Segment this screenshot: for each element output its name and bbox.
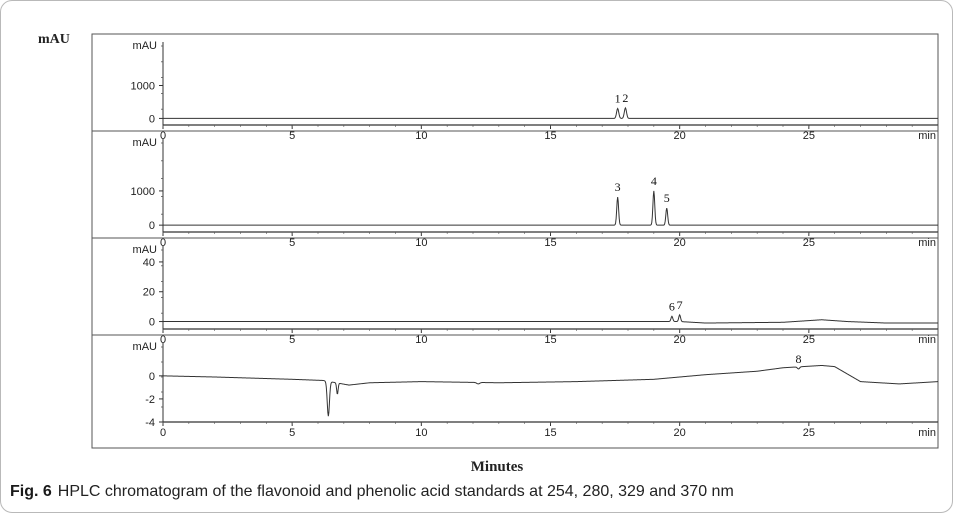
- panel-1: mAU 1000 00 5 10 15 20 25 min 1 2: [131, 40, 939, 142]
- peak-label: 2: [622, 91, 628, 105]
- y-tick-label: 20: [143, 287, 155, 299]
- chromatogram-trace: [162, 364, 939, 417]
- chromatogram-trace: [163, 313, 938, 324]
- caption-text: HPLC chromatogram of the flavonoid and p…: [57, 483, 734, 500]
- x-tick-label: 15: [544, 130, 556, 142]
- x-tick-label: 5: [289, 427, 295, 439]
- x-axis-unit-label: min: [918, 427, 936, 439]
- x-tick-label: 0: [160, 427, 166, 439]
- peak-label: 1: [615, 92, 621, 106]
- y-tick-label: 40: [143, 257, 155, 269]
- x-tick-label: 20: [674, 237, 686, 249]
- peak-label: 3: [615, 180, 621, 194]
- x-tick-label: 10: [415, 427, 427, 439]
- y-tick-label: -2: [145, 394, 155, 406]
- x-tick-label: 0: [160, 334, 166, 346]
- y-tick-label: 1000: [131, 81, 155, 93]
- peak-label: 7: [677, 298, 683, 312]
- x-tick-label: 5: [289, 334, 295, 346]
- y-axis-label: mAU: [133, 137, 158, 149]
- x-tick-label: 0: [160, 237, 166, 249]
- x-tick-label: 25: [803, 427, 815, 439]
- x-axis-unit-label: min: [918, 130, 936, 142]
- y-tick-label: -4: [145, 417, 155, 429]
- peak-label: 5: [664, 191, 670, 205]
- y-tick-label: 0: [149, 113, 155, 125]
- chromatogram-trace: [163, 106, 938, 119]
- chromatogram-trace: [163, 190, 938, 226]
- figure-y-unit-label: mAU: [38, 32, 70, 47]
- y-tick-label: 0: [149, 371, 155, 383]
- peak-label: 4: [651, 174, 657, 188]
- x-axis-unit-label: min: [918, 334, 936, 346]
- x-tick-label: 15: [544, 237, 556, 249]
- x-tick-label: 25: [803, 130, 815, 142]
- y-axis-label: mAU: [133, 40, 158, 52]
- x-tick-label: 10: [415, 130, 427, 142]
- peak-label: 8: [796, 352, 802, 366]
- x-tick-label: 20: [674, 334, 686, 346]
- y-tick-label: 1000: [131, 186, 155, 198]
- figure-caption: Fig. 6 HPLC chromatogram of the flavonoid…: [10, 483, 734, 501]
- y-axis-label: mAU: [133, 341, 158, 353]
- figure-x-axis-label: Minutes: [471, 459, 524, 475]
- x-tick-label: 10: [415, 237, 427, 249]
- x-tick-label: 25: [803, 237, 815, 249]
- y-axis-label: mAU: [133, 244, 158, 256]
- x-tick-label: 15: [544, 427, 556, 439]
- y-tick-label: 0: [149, 220, 155, 232]
- x-tick-label: 5: [289, 130, 295, 142]
- x-tick-label: 10: [415, 334, 427, 346]
- y-tick-label: 0: [149, 317, 155, 329]
- x-tick-label: 0: [160, 130, 166, 142]
- x-tick-label: 25: [803, 334, 815, 346]
- x-tick-label: 20: [674, 130, 686, 142]
- peak-label: 6: [669, 299, 675, 313]
- caption-label: Fig. 6: [10, 483, 52, 500]
- x-tick-label: 5: [289, 237, 295, 249]
- chart-border: [91, 33, 939, 449]
- x-tick-label: 20: [674, 427, 686, 439]
- x-tick-label: 15: [544, 334, 556, 346]
- x-axis-unit-label: min: [918, 237, 936, 249]
